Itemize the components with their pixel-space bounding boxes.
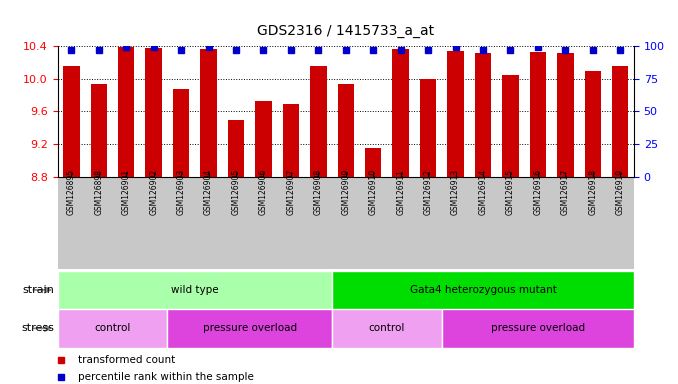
- Bar: [310, 66, 327, 177]
- Bar: [58, 309, 167, 348]
- Text: stress: stress: [22, 323, 54, 333]
- Text: pressure overload: pressure overload: [491, 323, 585, 333]
- Text: GDS2316 / 1415733_a_at: GDS2316 / 1415733_a_at: [257, 25, 435, 38]
- Bar: [332, 309, 442, 348]
- Text: wild type: wild type: [171, 285, 219, 295]
- Bar: [173, 89, 189, 177]
- Text: pressure overload: pressure overload: [203, 323, 297, 333]
- Bar: [393, 50, 409, 177]
- Bar: [502, 76, 519, 177]
- Bar: [91, 84, 107, 177]
- Text: control: control: [94, 323, 131, 333]
- Bar: [146, 48, 162, 177]
- Bar: [283, 104, 299, 177]
- Bar: [365, 148, 382, 177]
- Bar: [200, 48, 217, 177]
- Bar: [118, 47, 134, 177]
- Bar: [167, 309, 332, 348]
- Bar: [255, 101, 272, 177]
- Text: strain: strain: [22, 285, 54, 295]
- Text: Gata4 heterozygous mutant: Gata4 heterozygous mutant: [410, 285, 557, 295]
- Bar: [332, 271, 634, 309]
- Bar: [530, 52, 546, 177]
- Text: percentile rank within the sample: percentile rank within the sample: [78, 372, 254, 382]
- Bar: [584, 71, 601, 177]
- Text: transformed count: transformed count: [78, 355, 175, 365]
- Bar: [420, 79, 437, 177]
- Bar: [63, 66, 79, 177]
- Bar: [58, 271, 332, 309]
- Bar: [612, 66, 629, 177]
- Bar: [447, 51, 464, 177]
- Bar: [557, 53, 574, 177]
- Bar: [228, 120, 244, 177]
- Bar: [475, 53, 492, 177]
- Bar: [338, 84, 354, 177]
- Text: control: control: [369, 323, 405, 333]
- Bar: [442, 309, 634, 348]
